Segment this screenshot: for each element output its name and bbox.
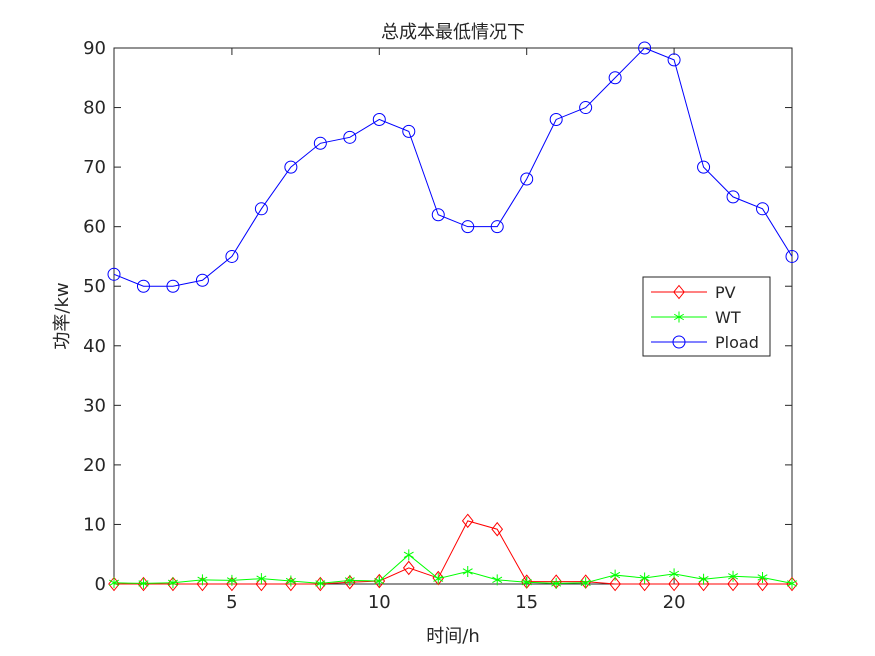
- data-point-pv: [609, 576, 621, 592]
- data-point-wt: [669, 568, 680, 580]
- data-point-pload: [343, 130, 357, 144]
- series-pload: [107, 41, 799, 293]
- data-point-pload: [756, 202, 770, 216]
- axes-box: [113, 47, 793, 585]
- legend-marker-pv: [673, 284, 685, 300]
- series-line-wt: [113, 554, 793, 584]
- data-point-pv: [727, 576, 739, 592]
- y-tick-label: 10: [83, 514, 106, 535]
- y-tick-label: 60: [83, 217, 106, 238]
- chart-title: 总成本最低情况下: [381, 22, 525, 43]
- x-tick-label: 10: [368, 592, 391, 613]
- data-point-wt: [462, 565, 473, 577]
- y-tick-label: 30: [83, 395, 106, 416]
- data-point-pv: [638, 576, 651, 592]
- data-point-pload: [608, 71, 622, 85]
- data-point-pv: [255, 576, 268, 592]
- data-point-pv: [402, 560, 415, 576]
- y-tick-label: 80: [83, 98, 106, 119]
- data-point-pload: [726, 190, 740, 204]
- data-point-wt: [285, 575, 296, 587]
- series-line-pload: [113, 47, 793, 287]
- data-point-wt: [639, 572, 650, 584]
- data-point-wt: [138, 577, 149, 589]
- data-point-wt: [315, 577, 326, 589]
- data-point-pload: [372, 112, 386, 126]
- legend: PV WT Pload: [642, 276, 771, 357]
- x-tick-label: 15: [515, 592, 538, 613]
- data-point-wt: [757, 571, 768, 583]
- data-point-wt: [610, 569, 621, 581]
- legend-label-wt: WT: [715, 308, 741, 327]
- legend-label-pload: Pload: [715, 333, 759, 352]
- data-point-pload: [225, 249, 239, 263]
- legend-marker-wt: [673, 311, 685, 323]
- data-point-wt: [226, 574, 237, 586]
- data-point-pload: [107, 267, 121, 281]
- data-point-pload: [313, 136, 327, 150]
- data-point-wt: [167, 577, 178, 589]
- data-point-pload: [461, 220, 475, 234]
- data-point-wt: [403, 549, 414, 561]
- data-point-pload: [667, 53, 681, 67]
- y-tick-label: 90: [83, 38, 106, 59]
- series-pv: [108, 513, 798, 592]
- y-tick-label: 50: [83, 276, 106, 297]
- data-point-pload: [284, 160, 298, 174]
- data-point-wt: [698, 573, 709, 585]
- data-point-pv: [756, 576, 769, 592]
- data-point-pv: [520, 574, 533, 589]
- data-point-wt: [492, 574, 503, 586]
- legend-marker-pload: [672, 335, 686, 349]
- data-point-wt: [256, 573, 267, 585]
- data-point-wt: [344, 574, 355, 586]
- legend-label-pv: PV: [715, 283, 736, 302]
- data-point-wt: [108, 577, 120, 589]
- data-point-pload: [402, 124, 416, 138]
- x-axis-label: 时间/h: [426, 626, 479, 647]
- data-point-pv: [461, 513, 474, 529]
- plot-area: 5 10 15 20 0 10 20 30 40 50 60 70 80 90: [83, 38, 799, 613]
- y-tick-label: 0: [95, 574, 106, 595]
- data-point-wt: [551, 577, 562, 589]
- data-point-wt: [728, 570, 739, 582]
- data-point-pv: [226, 576, 238, 592]
- x-tick-label: 5: [226, 592, 237, 613]
- data-point-pload: [785, 249, 799, 263]
- y-axis-label: 功率/kw: [52, 282, 73, 349]
- data-point-pload: [195, 273, 209, 287]
- data-point-pload: [549, 112, 563, 126]
- data-point-pload: [638, 41, 652, 55]
- data-point-pv: [491, 521, 504, 537]
- data-point-pload: [136, 279, 150, 293]
- data-point-wt: [580, 577, 591, 589]
- series-line-pv: [114, 520, 792, 585]
- data-point-pload: [490, 220, 504, 234]
- data-point-wt: [374, 575, 385, 587]
- data-point-wt: [521, 576, 532, 588]
- data-point-pload: [431, 208, 445, 222]
- data-point-pload: [697, 160, 711, 174]
- data-point-pload: [520, 172, 534, 186]
- data-point-pv: [668, 576, 680, 592]
- y-tick-label: 20: [83, 455, 106, 476]
- data-point-pload: [579, 101, 593, 115]
- data-point-pv: [108, 576, 120, 592]
- data-point-pv: [167, 576, 179, 592]
- series-wt: [108, 549, 798, 589]
- y-tick-label: 40: [83, 336, 106, 357]
- y-tick-label: 70: [83, 157, 106, 178]
- data-point-wt: [786, 577, 798, 589]
- data-point-pload: [254, 202, 268, 216]
- data-point-wt: [197, 574, 208, 586]
- x-tick-label: 20: [663, 592, 686, 613]
- data-point-pload: [166, 279, 180, 293]
- data-point-pv: [285, 576, 297, 592]
- data-point-wt: [433, 573, 444, 585]
- data-point-pv: [697, 576, 710, 592]
